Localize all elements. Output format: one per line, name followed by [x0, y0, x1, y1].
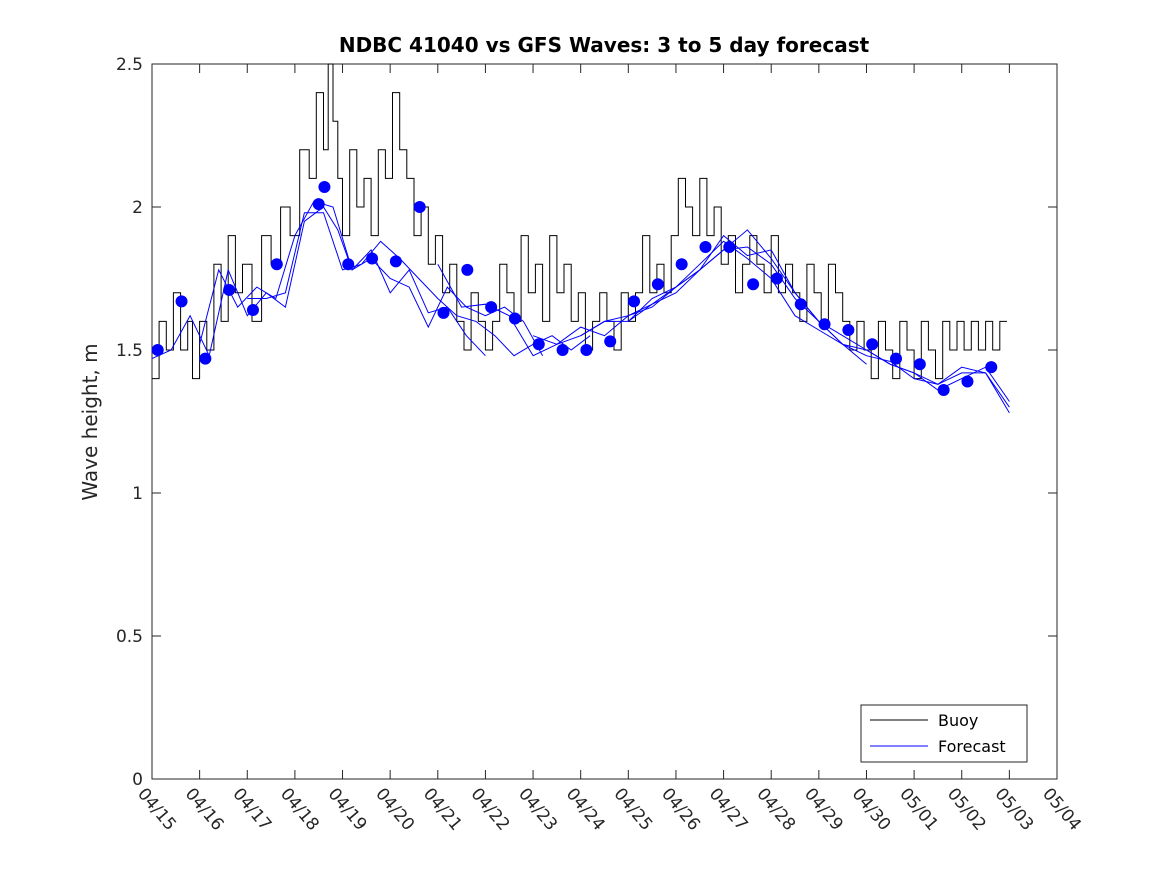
legend-entry: Forecast [938, 737, 1006, 756]
y-tick-label: 1 [132, 484, 143, 504]
forecast-marker [413, 201, 426, 213]
forecast-marker [937, 384, 950, 397]
y-tick-label: 0.5 [116, 627, 143, 647]
forecast-marker [223, 283, 236, 296]
forecast-marker [318, 180, 331, 193]
forecast-marker [818, 318, 831, 331]
forecast-marker [485, 301, 498, 314]
legend-box [860, 704, 1028, 763]
forecast-marker [199, 352, 212, 365]
legend: Buoy Forecast [860, 704, 1028, 763]
y-tick-label: 2 [132, 198, 143, 218]
forecast-marker [532, 338, 545, 351]
buoy-line [152, 63, 1007, 380]
chart-title: NDBC 41040 vs GFS Waves: 3 to 5 day fore… [339, 33, 870, 57]
forecast-marker [961, 375, 974, 388]
forecast-marker [604, 335, 617, 348]
forecast-marker [389, 255, 402, 268]
forecast-marker [151, 344, 164, 356]
forecast-marker [699, 241, 712, 254]
forecast-marker [175, 295, 188, 308]
axes-box [151, 63, 1058, 780]
y-axis-label: Wave height, m [78, 343, 102, 500]
forecast-marker [651, 278, 664, 291]
forecast-marker [556, 344, 569, 356]
forecast-marker [866, 338, 879, 351]
forecast-marker [723, 241, 736, 254]
forecast-marker [342, 258, 355, 271]
forecast-marker [580, 344, 593, 356]
legend-entry: Buoy [938, 711, 978, 730]
forecast-marker [890, 352, 903, 365]
forecast-marker [366, 252, 379, 265]
forecast-marker [461, 263, 474, 276]
forecast-marker [747, 278, 760, 291]
forecast-marker [628, 295, 641, 308]
forecast-marker [312, 198, 325, 211]
forecast-marker [794, 298, 807, 311]
forecast-marker [770, 272, 783, 285]
forecast-marker [508, 312, 521, 325]
forecast-marker [985, 361, 998, 374]
y-tick-label: 2.5 [116, 55, 143, 75]
y-tick-label: 1.5 [116, 341, 143, 361]
forecast-marker [675, 258, 688, 271]
y-tick-label: 0 [132, 770, 143, 790]
forecast-marker [913, 358, 926, 371]
forecast-marker [246, 303, 259, 316]
forecast-marker [842, 323, 855, 336]
forecast-marker [270, 258, 283, 271]
forecast-line [532, 246, 1010, 408]
forecast-marker [437, 306, 450, 319]
forecast-line [628, 240, 1010, 414]
